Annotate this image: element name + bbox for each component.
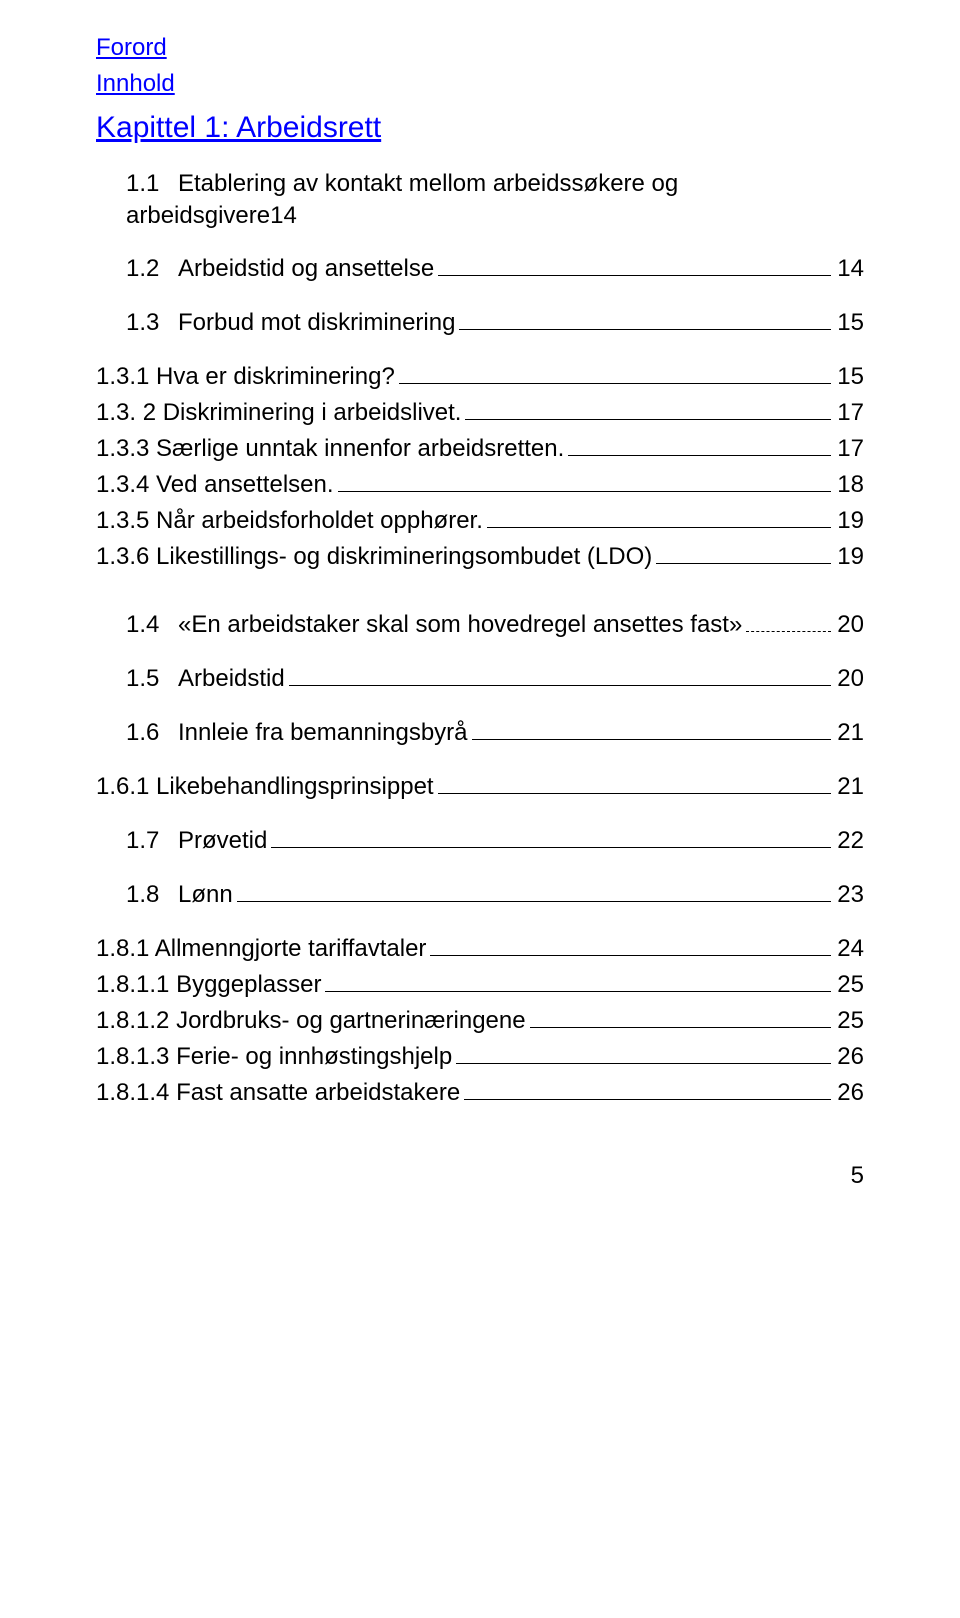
toc-leader xyxy=(399,383,832,384)
toc-page: 20 xyxy=(833,610,864,640)
toc-page: 19 xyxy=(833,542,864,572)
toc-page: 25 xyxy=(833,970,864,1000)
toc-entry: 1.8 Lønn 23 xyxy=(126,880,864,910)
toc-label: 1.8.1 Allmenngjorte tariffavtaler xyxy=(96,934,426,964)
toc-page: 26 xyxy=(833,1078,864,1108)
toc-page: 17 xyxy=(833,398,864,428)
toc-label: arbeidsgivere xyxy=(126,202,270,230)
toc-entry: 1.3.6 Likestillings- og diskrimineringso… xyxy=(96,542,864,572)
toc-number: 1.5 xyxy=(126,664,178,694)
toc-label: 1.8.1.4 Fast ansatte arbeidstakere xyxy=(96,1078,460,1108)
page-number: 5 xyxy=(96,1162,864,1190)
toc-leader xyxy=(465,419,831,420)
toc-entry: 1.3.3 Særlige unntak innenfor arbeidsret… xyxy=(96,434,864,464)
toc-label: 1.3.5 Når arbeidsforholdet opphører. xyxy=(96,506,483,536)
toc-label: Prøvetid xyxy=(178,826,267,856)
toc-entry: 1.4 «En arbeidstaker skal som hovedregel… xyxy=(126,610,864,640)
table-of-contents: 1.1 Etablering av kontakt mellom arbeids… xyxy=(96,170,864,1108)
toc-number: 1.3 xyxy=(126,308,178,338)
toc-page: 18 xyxy=(833,470,864,500)
toc-page: 14 xyxy=(270,202,297,230)
innhold-link[interactable]: Innhold xyxy=(96,66,864,102)
toc-number: 1.8 xyxy=(126,880,178,910)
toc-label: Arbeidstid xyxy=(178,664,285,694)
toc-entry: 1.8.1.2 Jordbruks- og gartnerinæringene … xyxy=(96,1006,864,1036)
toc-leader xyxy=(472,739,832,740)
toc-page: 21 xyxy=(833,718,864,748)
toc-label: Arbeidstid og ansettelse xyxy=(178,254,434,284)
toc-leader xyxy=(487,527,831,528)
toc-leader xyxy=(464,1099,831,1100)
toc-entry: 1.6 Innleie fra bemanningsbyrå 21 xyxy=(126,718,864,748)
toc-leader xyxy=(438,275,831,276)
toc-entry: 1.8.1.4 Fast ansatte arbeidstakere 26 xyxy=(96,1078,864,1108)
chapter-link[interactable]: Kapittel 1: Arbeidsrett xyxy=(96,104,864,152)
toc-label: 1.6.1 Likebehandlingsprinsippet xyxy=(96,772,434,802)
toc-leader xyxy=(568,455,831,456)
toc-entry: 1.8.1.3 Ferie- og innhøstingshjelp 26 xyxy=(96,1042,864,1072)
toc-page: 19 xyxy=(833,506,864,536)
toc-label: 1.8.1.2 Jordbruks- og gartnerinæringene xyxy=(96,1006,526,1036)
toc-leader xyxy=(656,563,831,564)
toc-entry: 1.8.1.1 Byggeplasser 25 xyxy=(96,970,864,1000)
toc-label: 1.3.1 Hva er diskriminering? xyxy=(96,362,395,392)
toc-number: 1.2 xyxy=(126,254,178,284)
toc-label: 1.3. 2 Diskriminering i arbeidslivet. xyxy=(96,398,461,428)
toc-leader xyxy=(325,991,831,992)
toc-page: 25 xyxy=(833,1006,864,1036)
toc-label: Innleie fra bemanningsbyrå xyxy=(178,718,468,748)
toc-leader xyxy=(289,685,832,686)
toc-entry: 1.3.4 Ved ansettelsen. 18 xyxy=(96,470,864,500)
toc-leader xyxy=(459,329,831,330)
toc-entry: 1.3.1 Hva er diskriminering? 15 xyxy=(96,362,864,392)
toc-number: 1.7 xyxy=(126,826,178,856)
toc-number: 1.4 xyxy=(126,610,178,640)
toc-page: 20 xyxy=(833,664,864,694)
toc-entry: 1.1 Etablering av kontakt mellom arbeids… xyxy=(126,170,864,230)
toc-leader xyxy=(430,955,831,956)
toc-leader xyxy=(237,901,832,902)
toc-label: 1.3.4 Ved ansettelsen. xyxy=(96,470,334,500)
toc-page: 15 xyxy=(833,362,864,392)
toc-entry: 1.3.5 Når arbeidsforholdet opphører. 19 xyxy=(96,506,864,536)
toc-leader xyxy=(746,631,831,632)
toc-label: 1.8.1.3 Ferie- og innhøstingshjelp xyxy=(96,1042,452,1072)
toc-label: 1.8.1.1 Byggeplasser xyxy=(96,970,321,1000)
toc-page: 23 xyxy=(833,880,864,910)
toc-leader xyxy=(456,1063,831,1064)
toc-label: Forbud mot diskriminering xyxy=(178,308,455,338)
toc-entry: 1.7 Prøvetid 22 xyxy=(126,826,864,856)
toc-entry: 1.3 Forbud mot diskriminering 15 xyxy=(126,308,864,338)
toc-page: 17 xyxy=(833,434,864,464)
forord-link[interactable]: Forord xyxy=(96,30,864,66)
toc-page: 21 xyxy=(833,772,864,802)
toc-entry: 1.3. 2 Diskriminering i arbeidslivet. 17 xyxy=(96,398,864,428)
toc-label: Etablering av kontakt mellom arbeidssøke… xyxy=(178,170,678,198)
toc-entry: 1.2 Arbeidstid og ansettelse 14 xyxy=(126,254,864,284)
toc-leader xyxy=(530,1027,832,1028)
toc-label: 1.3.6 Likestillings- og diskrimineringso… xyxy=(96,542,652,572)
toc-page: 22 xyxy=(833,826,864,856)
toc-label: 1.3.3 Særlige unntak innenfor arbeidsret… xyxy=(96,434,564,464)
toc-entry: 1.6.1 Likebehandlingsprinsippet 21 xyxy=(96,772,864,802)
toc-page: 14 xyxy=(833,254,864,284)
toc-leader xyxy=(438,793,832,794)
toc-leader xyxy=(338,491,832,492)
toc-page: 15 xyxy=(833,308,864,338)
toc-entry: 1.8.1 Allmenngjorte tariffavtaler 24 xyxy=(96,934,864,964)
toc-number: 1.1 xyxy=(126,170,178,198)
toc-label: «En arbeidstaker skal som hovedregel ans… xyxy=(178,610,742,640)
toc-page: 24 xyxy=(833,934,864,964)
toc-leader xyxy=(271,847,831,848)
toc-number: 1.6 xyxy=(126,718,178,748)
toc-label: Lønn xyxy=(178,880,233,910)
toc-entry: 1.5 Arbeidstid 20 xyxy=(126,664,864,694)
toc-page: 26 xyxy=(833,1042,864,1072)
